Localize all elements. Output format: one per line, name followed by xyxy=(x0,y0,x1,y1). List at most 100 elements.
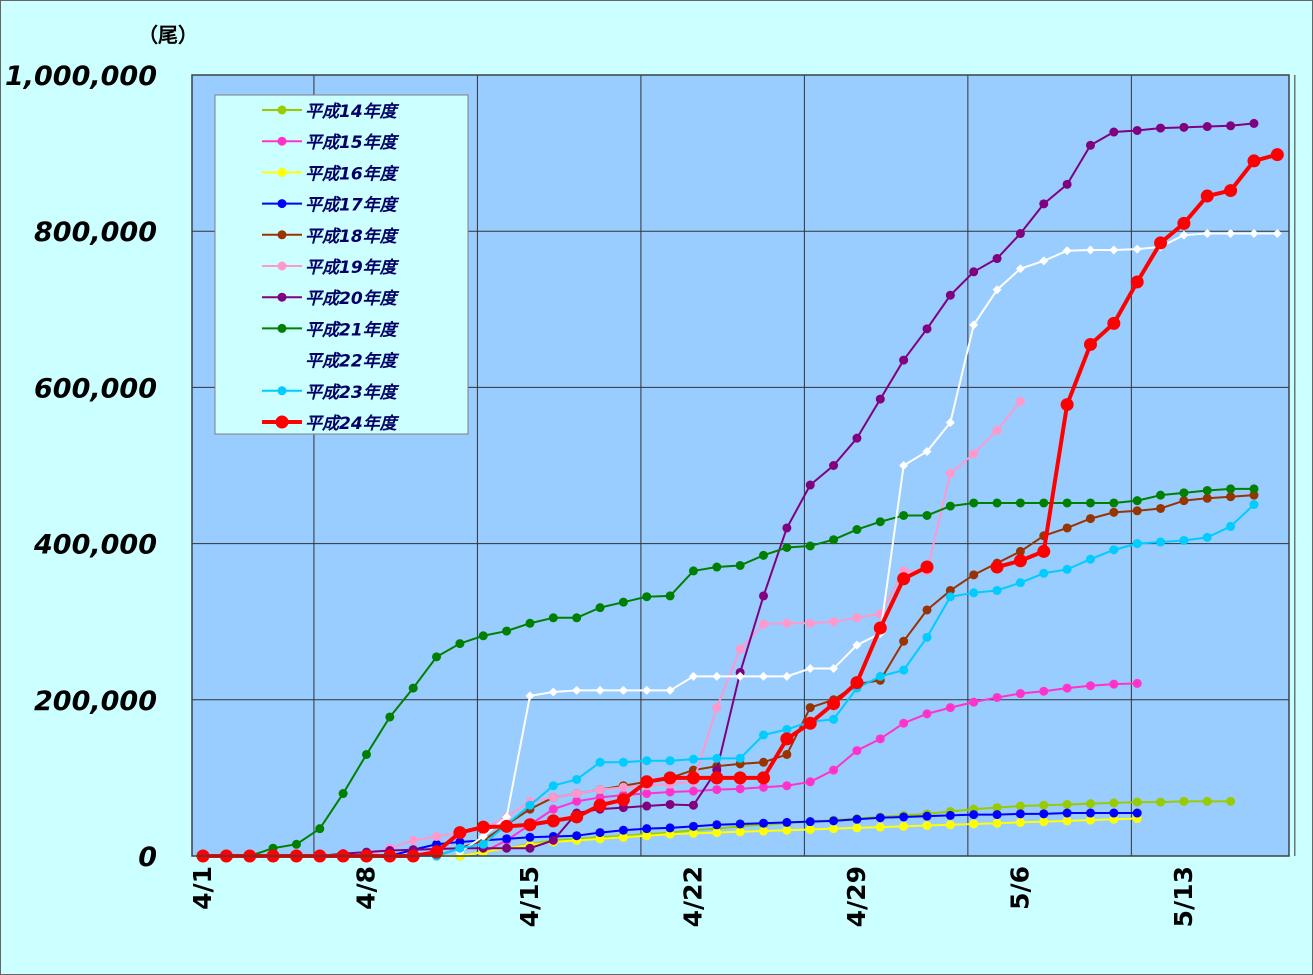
data-point xyxy=(852,613,862,623)
data-point xyxy=(1202,532,1212,542)
data-point xyxy=(525,618,535,628)
x-tick-label: 5/6 xyxy=(1005,866,1034,910)
data-point xyxy=(805,480,815,490)
data-point xyxy=(1015,229,1025,239)
data-point xyxy=(829,824,839,834)
gridlines xyxy=(192,75,1296,856)
data-point xyxy=(782,543,792,553)
data-point xyxy=(572,789,582,799)
data-point xyxy=(595,834,605,844)
legend-swatch-marker xyxy=(277,292,287,302)
data-point xyxy=(852,640,862,650)
data-point xyxy=(618,757,628,767)
data-point xyxy=(1015,817,1025,827)
data-point xyxy=(408,835,418,845)
y-tick-label: 600,000 xyxy=(34,373,157,404)
legend-item: 平成15年度 xyxy=(262,133,400,153)
legend-swatch-marker xyxy=(277,199,287,209)
data-point xyxy=(1154,236,1168,250)
legend-swatch-marker xyxy=(277,230,287,240)
legend-item: 平成22年度 xyxy=(305,352,400,372)
data-point xyxy=(315,824,325,834)
legend-item: 平成18年度 xyxy=(262,227,400,247)
legend-label: 平成18年度 xyxy=(305,227,400,247)
data-point xyxy=(759,818,769,828)
data-point xyxy=(1249,118,1259,128)
data-point xyxy=(735,753,745,763)
data-point xyxy=(665,823,675,833)
data-point xyxy=(829,617,839,627)
legend-label: 平成19年度 xyxy=(305,258,400,278)
data-point xyxy=(642,831,652,841)
data-point xyxy=(408,683,418,693)
data-point xyxy=(595,757,605,767)
data-point xyxy=(1085,799,1095,809)
data-point xyxy=(922,605,932,615)
data-point xyxy=(1132,539,1142,549)
data-point xyxy=(969,498,979,508)
data-point xyxy=(899,510,909,520)
data-point xyxy=(1085,140,1095,150)
data-point xyxy=(642,789,652,799)
data-point xyxy=(1249,484,1259,494)
data-point xyxy=(969,320,979,330)
data-point xyxy=(688,800,698,810)
data-point xyxy=(805,824,815,834)
data-point xyxy=(593,798,607,812)
data-point xyxy=(712,671,722,681)
legend-swatch-marker xyxy=(277,323,287,333)
x-tick-label: 4/15 xyxy=(515,866,544,927)
data-point xyxy=(618,782,628,792)
series-9 xyxy=(455,229,1282,857)
data-point xyxy=(1107,316,1121,330)
data-point xyxy=(852,525,862,535)
data-point xyxy=(665,829,675,839)
data-point xyxy=(502,834,512,844)
data-point xyxy=(782,724,792,734)
data-point xyxy=(899,636,909,646)
data-point xyxy=(805,618,815,628)
legend-label: 平成22年度 xyxy=(305,352,400,372)
legend-item: 平成23年度 xyxy=(262,383,400,403)
data-point xyxy=(712,753,722,763)
data-point xyxy=(1062,808,1072,818)
data-point xyxy=(663,771,677,785)
data-point xyxy=(546,814,560,828)
legend-box xyxy=(214,94,469,435)
data-point xyxy=(710,771,724,785)
legend-label: 平成21年度 xyxy=(305,320,400,340)
data-point xyxy=(899,461,909,470)
data-point xyxy=(688,566,698,576)
data-point xyxy=(1015,689,1025,699)
data-point xyxy=(852,814,862,824)
data-point xyxy=(476,820,490,834)
data-point xyxy=(572,774,582,784)
data-point xyxy=(852,746,862,756)
data-point xyxy=(1226,229,1236,239)
legend-item: 平成17年度 xyxy=(262,196,400,216)
data-point xyxy=(1132,244,1142,254)
data-point xyxy=(432,831,442,841)
data-point xyxy=(992,498,1002,508)
data-point xyxy=(642,756,652,766)
data-point xyxy=(1247,154,1261,168)
data-point xyxy=(1062,816,1072,826)
data-point xyxy=(1179,496,1189,506)
data-point xyxy=(1249,500,1259,510)
data-point xyxy=(1200,189,1214,203)
data-point xyxy=(570,810,584,824)
data-point xyxy=(1109,814,1119,824)
data-point xyxy=(1085,681,1095,691)
data-point xyxy=(665,756,675,766)
data-point xyxy=(945,820,955,830)
data-point xyxy=(595,828,605,838)
data-point xyxy=(1015,809,1025,819)
data-point xyxy=(688,821,698,831)
data-point xyxy=(1015,546,1025,556)
data-point xyxy=(1156,797,1166,807)
data-point xyxy=(805,777,815,787)
data-point xyxy=(780,732,794,746)
data-point xyxy=(1132,808,1142,818)
legend-label: 平成16年度 xyxy=(305,164,400,184)
data-point xyxy=(782,749,792,759)
